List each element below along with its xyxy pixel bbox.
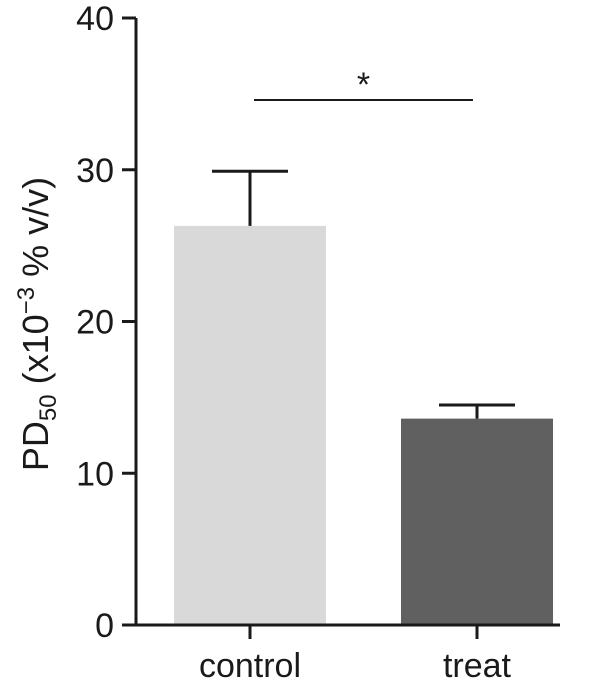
y-axis-label-suffix: % v/v) [15, 177, 56, 287]
significance-annotation: * [254, 66, 473, 104]
y-axis-label-superscript: −3 [13, 287, 40, 314]
bar-control [174, 225, 326, 625]
x-tick-label-treat: treat [443, 647, 512, 685]
y-axis-label: PD50 (x10−3 % v/v) [13, 177, 62, 471]
y-tick-label: 40 [76, 0, 114, 38]
x-axis: control treat [136, 623, 560, 685]
bar-treat [401, 418, 553, 625]
y-tick-label: 30 [76, 152, 114, 190]
y-axis-label-middle: (x10 [15, 314, 56, 394]
y-tick-label: 0 [95, 607, 114, 645]
y-axis-label-subscript: 50 [35, 394, 62, 421]
y-axis: 0 10 20 30 40 [76, 0, 138, 645]
y-axis-label-prefix: PD [15, 421, 56, 471]
x-tick-label-control: control [199, 647, 301, 685]
bars [174, 169, 553, 625]
y-tick-label: 10 [76, 455, 114, 493]
significance-star: * [357, 66, 370, 104]
y-tick-label: 20 [76, 304, 114, 342]
